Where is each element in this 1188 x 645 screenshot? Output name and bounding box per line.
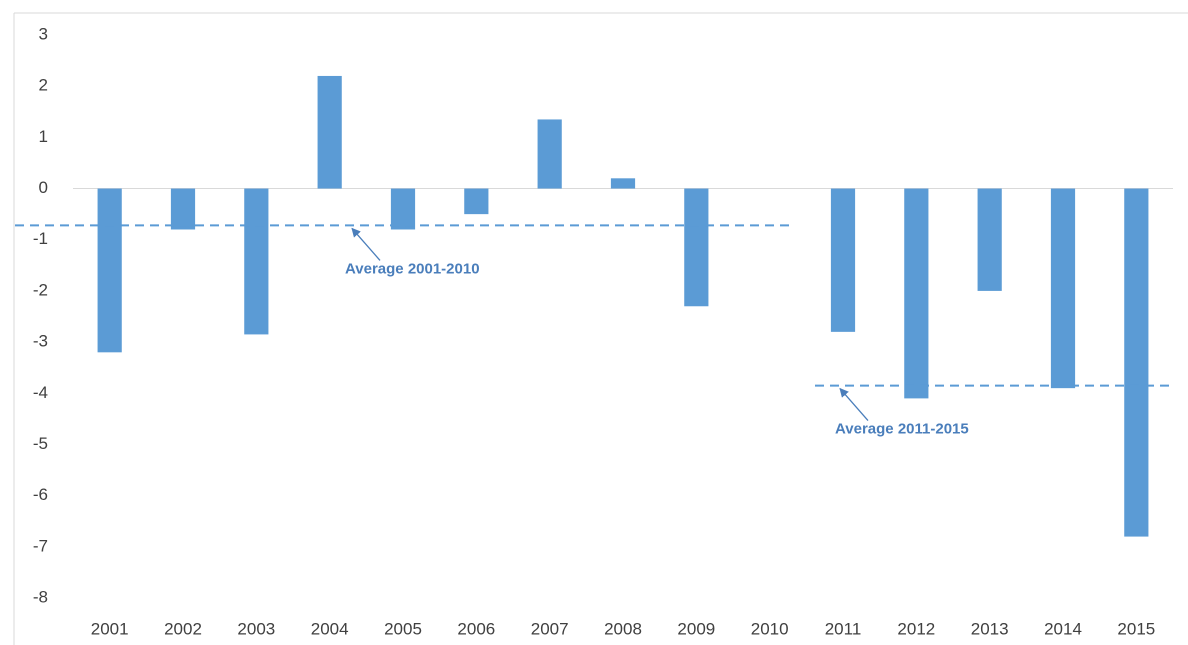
x-tick-label: 2003 — [237, 619, 275, 638]
x-tick-label: 2009 — [677, 619, 715, 638]
bar — [537, 119, 562, 189]
bar — [830, 188, 856, 332]
bar — [977, 188, 1002, 291]
bar — [904, 188, 929, 399]
y-tick-label: 1 — [39, 127, 48, 146]
bar — [97, 188, 122, 353]
annotation-label: Average 2001-2010 — [345, 260, 480, 277]
x-tick-label: 2010 — [751, 619, 789, 638]
x-tick-label: 2005 — [384, 619, 422, 638]
y-tick-label: -3 — [33, 332, 48, 351]
annotation-arrow — [351, 227, 381, 261]
annotation-arrow — [839, 387, 869, 422]
bar — [170, 188, 196, 230]
bar — [317, 75, 342, 189]
y-tick-label: -2 — [33, 280, 48, 299]
x-tick-label: 2012 — [897, 619, 935, 638]
y-tick-label: 0 — [39, 178, 48, 197]
bar — [1050, 188, 1076, 389]
annotation-label: Average 2011-2015 — [835, 421, 969, 438]
y-tick-label: -5 — [33, 434, 48, 453]
bar — [464, 188, 489, 215]
y-tick-label: -7 — [33, 536, 48, 555]
bar — [610, 178, 636, 189]
x-tick-label: 2011 — [825, 619, 862, 638]
x-tick-label: 2007 — [531, 619, 569, 638]
y-tick-label: -8 — [33, 587, 48, 606]
x-tick-label: 2014 — [1044, 619, 1082, 638]
bar — [1124, 188, 1149, 537]
x-tick-label: 2008 — [604, 619, 642, 638]
y-tick-label: -6 — [33, 485, 48, 504]
y-tick-label: -4 — [33, 383, 48, 402]
bar — [390, 188, 416, 230]
x-tick-label: 2013 — [971, 619, 1009, 638]
bar — [244, 188, 269, 335]
x-tick-label: 2015 — [1117, 619, 1155, 638]
x-tick-label: 2004 — [311, 619, 349, 638]
x-tick-label: 2001 — [91, 619, 129, 638]
y-tick-label: 3 — [39, 24, 48, 43]
x-tick-label: 2002 — [164, 619, 202, 638]
x-tick-label: 2006 — [457, 619, 495, 638]
y-tick-label: 2 — [39, 76, 48, 95]
y-tick-label: -1 — [33, 229, 48, 248]
bar — [684, 188, 709, 307]
